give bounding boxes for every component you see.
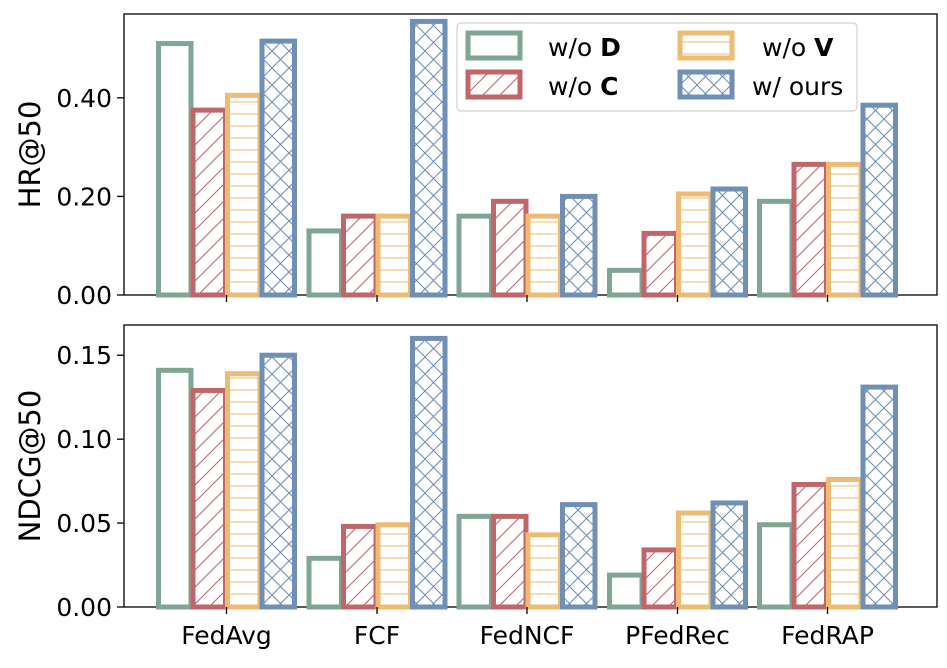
bar-w-o-d-fcf [306,228,344,298]
bar-w-o-c-fedncf [491,513,529,610]
bar-w-o-d-fedncf [456,513,494,610]
y-tick-label: 0.40 [56,84,112,113]
legend-label-w-o-c: w/o C [548,72,618,101]
bar-w-o-v-fcf [375,522,413,610]
y-axis-label: NDCG@50 [13,390,47,543]
bar-w-o-c-fedrap [791,161,829,298]
legend-swatch-w-ours [677,69,735,100]
x-tick-label-fedavg: FedAvg [181,621,272,650]
y-tick-label: 0.05 [56,509,112,538]
bar-w-o-v-pfedrec [676,191,714,298]
ndcg-panel: 0.00 0.05 0.10 0.15 FedAvg FCF FedNCF PFedRec Fe… [13,324,938,650]
bar-w-o-d-fcf [306,555,344,610]
bar-w-ours-fedrap [860,384,898,610]
bar-w-o-d-fedrap [757,198,795,298]
y-tick-label: 0.00 [56,281,112,310]
bar-w-o-c-fedavg [190,107,228,298]
bar-w-ours-fcf [410,18,448,298]
x-tick-label-fcf: FCF [354,621,400,650]
bar-w-o-d-fedrap [757,522,795,610]
bar-w-o-c-fedncf [491,198,529,298]
bar-w-o-c-pfedrec [641,547,679,610]
bar-w-ours-fedncf [560,193,598,298]
bar-w-o-v-fedrap [826,476,864,610]
bar-w-ours-fcf [410,335,448,610]
bar-w-o-c-pfedrec [641,230,679,298]
legend-label-w-ours: w/ ours [752,72,843,101]
bar-w-ours-fedrap [860,102,898,298]
bar-w-o-c-fedavg [190,387,228,610]
bar-w-o-d-fedavg [156,367,194,610]
legend-swatch-w-o-c [465,69,523,100]
legend-swatch-w-o-v [677,30,735,61]
bar-w-o-v-fedncf [525,532,563,610]
bar-w-ours-pfedrec [710,500,748,610]
y-tick-label: 0.20 [56,182,112,211]
legend-label-w-o-d: w/o D [548,33,621,62]
bar-w-ours-fedncf [560,502,598,610]
bar-w-ours-pfedrec [710,186,748,298]
bar-w-o-v-fedavg [225,92,263,298]
bar-w-o-c-fedrap [791,481,829,610]
y-tick-label: 0.15 [56,341,112,370]
bar-w-o-v-fedncf [525,213,563,298]
x-tick-label-pfedrec: PFedRec [625,621,730,650]
bar-w-o-v-fedavg [225,371,263,610]
bar-w-ours-fedavg [259,352,297,610]
bar-w-o-v-fcf [375,213,413,298]
bar-w-o-d-pfedrec [607,572,645,610]
y-axis-label: HR@50 [13,101,47,209]
bar-w-o-d-fedncf [456,213,494,298]
y-tick-label: 0.10 [56,425,112,454]
x-tick-label-fedncf: FedNCF [480,621,575,650]
legend-label-w-o-v: w/o V [762,33,834,62]
bar-w-o-v-fedrap [826,161,864,298]
hr-panel: 0.00 0.20 0.40 HR@50 [13,13,938,310]
bar-w-o-d-pfedrec [607,267,645,298]
bar-w-o-c-fcf [341,213,379,298]
bar-w-o-v-pfedrec [676,510,714,610]
legend: w/o D w/o V w/o C w/ ours [456,22,858,112]
legend-box [456,22,858,112]
x-tick-label-fedrap: FedRAP [781,621,874,650]
y-tick-label: 0.00 [56,593,112,622]
legend-swatch-w-o-d [465,30,523,61]
bar-w-o-c-fcf [341,523,379,610]
bar-w-ours-fedavg [259,38,297,298]
bar-w-o-d-fedavg [156,41,194,298]
